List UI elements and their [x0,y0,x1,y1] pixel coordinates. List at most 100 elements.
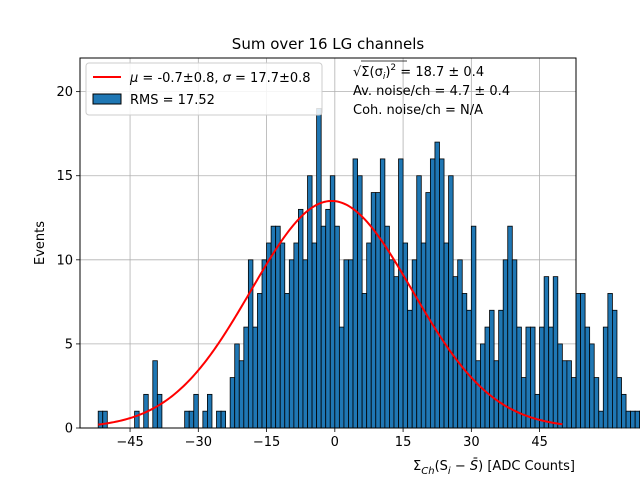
y-tick-label: 20 [56,85,73,100]
histogram-bar [238,360,245,429]
histogram-bar [343,259,349,429]
histogram-bar [466,309,472,429]
legend-mu: μ [129,71,138,86]
histogram-bar [320,225,327,429]
histogram-bar [552,276,559,429]
histogram-bar [266,242,272,429]
histogram-bar [561,360,568,429]
histogram-bar [520,377,527,429]
histogram-bar [589,343,595,429]
histogram-bar [202,410,208,429]
x-tick-label: 45 [531,435,548,450]
histogram-bar [452,276,459,429]
histogram-bar [307,175,313,429]
histogram-bar [243,326,249,429]
histogram-bar [293,242,299,429]
histogram-bar [507,225,513,429]
histogram-bar [525,326,531,429]
histogram-bar [625,410,632,429]
histogram-bar [480,343,486,429]
histogram-bar [252,326,258,429]
x-label-sigma: Σ [413,459,421,474]
histogram-bar [612,309,618,429]
histogram-bar [156,393,163,429]
x-label-sub-ch: Ch [421,466,434,477]
x-tick-label: −15 [253,435,280,450]
chart-title: Sum over 16 LG channels [232,35,425,53]
histogram-bar [439,158,445,429]
anno-sum-sigma: Σ(σ [361,65,383,80]
histogram-bar [634,410,640,429]
x-label-close: ) [478,459,483,474]
histogram-bar [584,326,591,429]
histogram-bar [489,309,495,429]
histogram-bar [102,410,108,429]
histogram-bar [134,410,140,429]
histogram-bar [566,360,572,429]
histogram-bar [193,393,199,429]
x-label-sbar: S̄ [470,459,478,474]
legend-fit-label: μ = -0.7±0.8, σ = 17.7±0.8 [129,71,311,86]
histogram-bar [420,242,427,429]
histogram-bar [298,208,304,429]
histogram-bar [393,276,399,429]
histogram-bar [511,259,518,429]
x-tick-label: 15 [395,435,412,450]
histogram-bar [411,259,418,429]
histogram-bar [325,208,331,429]
legend-sigma: σ [223,71,232,86]
histogram-bar [279,242,286,429]
histogram-bar [302,259,308,429]
histogram-bar [402,242,409,429]
histogram-bar [257,293,263,429]
histogram-bar [229,377,236,429]
histogram-bar [207,393,213,429]
anno-close: ) [385,65,390,80]
histogram-bar [543,276,550,429]
histogram-bar [398,158,404,429]
histogram-bar [338,326,345,429]
legend-rms-patch [92,93,122,105]
histogram-bar [475,360,481,429]
annotation-coh-noise: Coh. noise/ch = N/A [353,103,483,118]
histogram-bar [457,259,463,429]
histogram-bars [97,108,640,429]
histogram-bar [593,377,600,429]
legend-sigma-value: = 17.7±0.8 [231,71,311,86]
histogram-bar [534,393,540,429]
histogram-bar [275,225,281,429]
y-axis-label: Events [33,221,48,265]
anno-value: = 18.7 ± 0.4 [396,65,484,80]
histogram-bar [379,158,386,429]
histogram-bar [434,141,440,429]
histogram-bar [188,410,195,429]
x-label-open: (S [435,459,448,474]
x-label-sub-i: i [448,466,451,477]
x-axis-ticks: −45 −30 −15 0 15 30 45 [116,428,548,450]
histogram-bar [284,293,290,429]
histogram-bar [580,293,586,429]
histogram-bar [234,343,240,429]
histogram-bar [311,242,318,429]
histogram-bar [571,377,577,429]
histogram-bar [184,410,190,429]
histogram-bar [152,360,158,429]
axes-frame [79,57,577,429]
histogram-bar [366,242,372,429]
legend-mu-value: = -0.7±0.8, [138,71,222,86]
histogram-bar [557,343,563,429]
histogram-bar [461,293,468,429]
histogram-bar [334,225,340,429]
x-label-units: [ADC Counts] [483,459,575,474]
histogram-bar [630,410,636,429]
histogram-bar [361,293,368,429]
y-tick-label: 0 [65,422,73,437]
x-axis-label: ΣCh(Si − S̄) [ADC Counts] [413,459,575,477]
histogram-bar [598,410,604,429]
histogram-bar [448,175,454,429]
histogram-bar [443,242,449,429]
histogram-bar [621,393,627,429]
histogram-bar [261,259,267,429]
histogram-bar [607,293,613,429]
